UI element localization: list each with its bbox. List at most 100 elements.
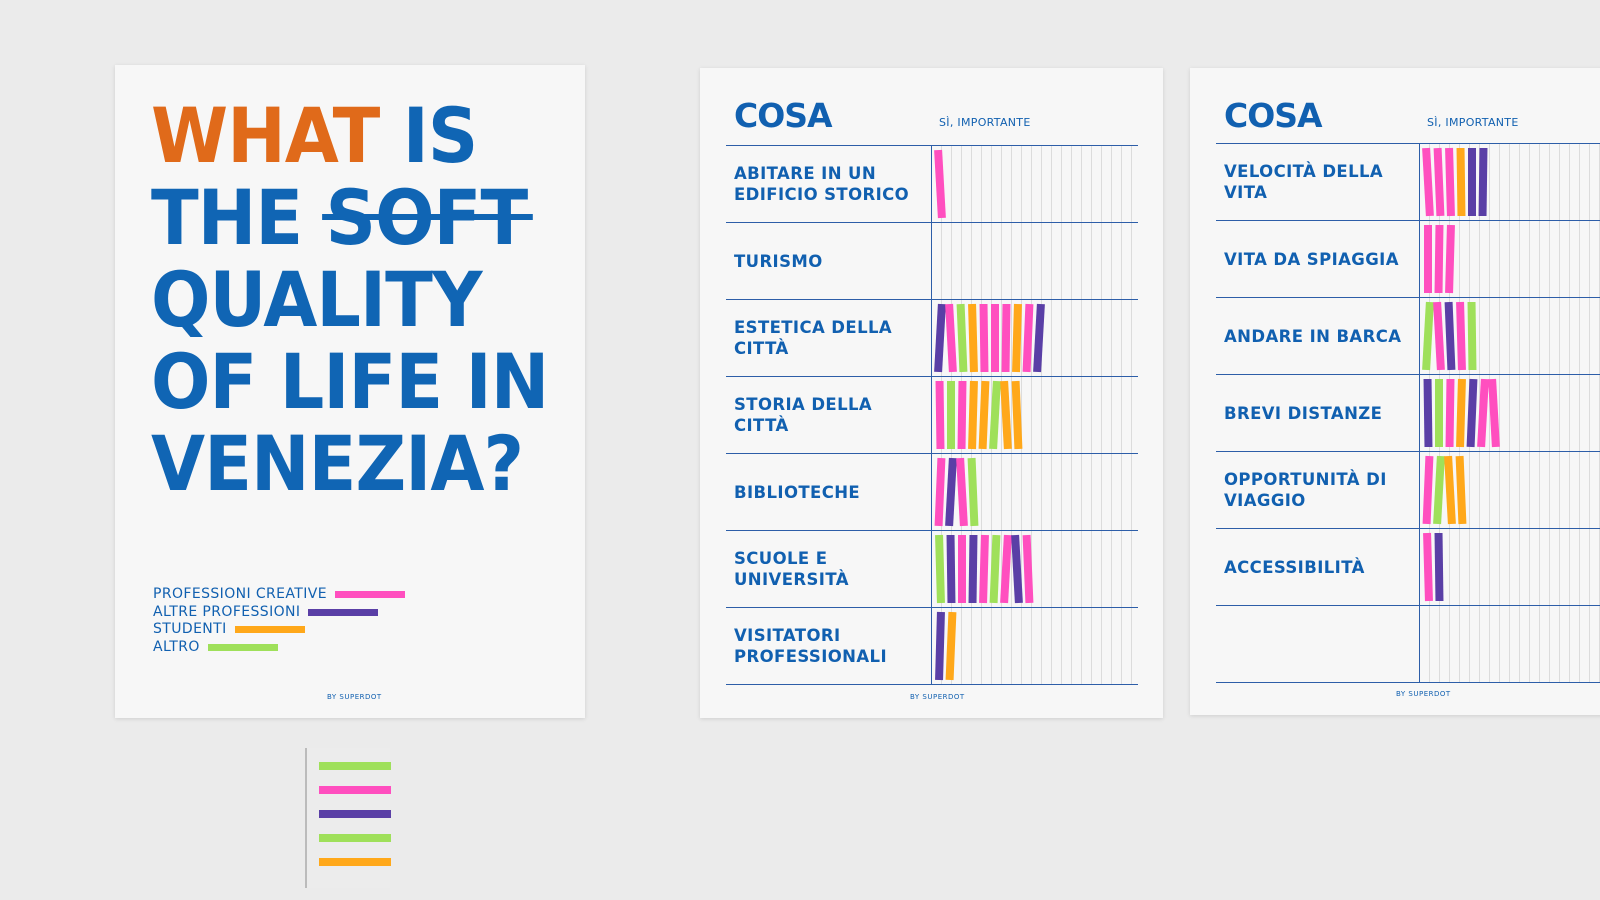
vote-sticker (1444, 455, 1456, 525)
sticker-strip[interactable] (319, 858, 391, 866)
sticker-strip[interactable] (319, 810, 391, 818)
vote-sticker (957, 380, 967, 450)
vote-row: ABITARE IN UN EDIFICIO STORICO (726, 146, 1138, 223)
title-is: IS (402, 91, 478, 180)
vote-area[interactable] (932, 223, 1138, 299)
vote-area[interactable] (932, 300, 1138, 376)
vote-sticker (968, 380, 978, 450)
poster-cosa-2: COSA SÌ, IMPORTANTE VELOCITÀ DELLA VITA V… (1190, 68, 1600, 715)
legend-label: STUDENTI (153, 621, 227, 637)
sticker-strip[interactable] (319, 834, 391, 842)
vote-sticker (1455, 455, 1467, 525)
vote-row: BIBLIOTECHE (726, 454, 1138, 531)
poster-heading: COSA (734, 96, 833, 135)
title-line-3: QUALITY (151, 255, 483, 344)
vote-row: VITA DA SPIAGGIA (1216, 221, 1600, 298)
vote-area[interactable] (1420, 221, 1600, 297)
title-the: THE (151, 173, 303, 262)
vote-area[interactable] (932, 454, 1138, 530)
vote-row: VISITATORI PROFESSIONALI (726, 608, 1138, 685)
vote-sticker (1468, 148, 1476, 216)
row-label: ANDARE IN BARCA (1216, 298, 1420, 374)
vote-area[interactable] (1420, 606, 1600, 682)
row-label (1216, 606, 1420, 682)
vote-sticker (968, 534, 978, 604)
row-label: BREVI DISTANZE (1216, 375, 1420, 451)
legend-item: STUDENTI (153, 621, 405, 639)
vote-area[interactable] (932, 608, 1138, 684)
vote-row: STORIA DELLA CITTÀ (726, 377, 1138, 454)
vote-sticker (1422, 455, 1434, 525)
vote-sticker (1433, 455, 1445, 525)
vote-row: VELOCITÀ DELLA VITA (1216, 144, 1600, 221)
vote-sticker (935, 380, 945, 450)
vote-sticker (935, 611, 945, 681)
vote-sticker (1011, 534, 1023, 604)
vote-grid: VELOCITÀ DELLA VITA VITA DA SPIAGGIA ANDAR… (1216, 143, 1600, 683)
row-label: ACCESSIBILITÀ (1216, 529, 1420, 605)
row-label: BIBLIOTECHE (726, 454, 932, 530)
vote-sticker (1488, 378, 1500, 448)
credit: BY SUPERDOT (1396, 690, 1451, 698)
vote-sticker (1022, 534, 1034, 604)
title-soft-struck: SOFT (325, 173, 529, 262)
legend-item: PROFESSIONI CREATIVE (153, 586, 406, 604)
row-label: ABITARE IN UN EDIFICIO STORICO (726, 146, 932, 222)
vote-sticker (1445, 224, 1455, 294)
vote-row: TURISMO (726, 223, 1138, 300)
vote-sticker (1435, 379, 1443, 447)
row-label: ESTETICA DELLA CITTÀ (726, 300, 932, 376)
vote-sticker (1423, 532, 1433, 602)
vote-row: SCUOLE E UNIVERSITÀ (726, 531, 1138, 608)
vote-area[interactable] (1420, 452, 1600, 528)
title-line-4: OF LIFE IN (151, 337, 549, 426)
sticker-strip[interactable] (319, 762, 391, 770)
vote-row: BREVI DISTANZE (1216, 375, 1600, 452)
vote-sticker (991, 304, 999, 372)
legend-label: PROFESSIONI CREATIVE (153, 586, 328, 602)
column-header: SÌ, IMPORTANTE (939, 116, 1031, 129)
vote-area[interactable] (932, 377, 1138, 453)
vote-sticker (956, 457, 968, 527)
vote-sticker (979, 534, 989, 604)
legend: PROFESSIONI CREATIVE ALTRE PROFESSIONI STU… (153, 586, 406, 656)
row-label: TURISMO (726, 223, 932, 299)
sticker-strip[interactable] (319, 786, 391, 794)
vote-sticker (1445, 147, 1455, 217)
vote-sticker (934, 457, 946, 527)
row-label: VISITATORI PROFESSIONALI (726, 608, 932, 684)
row-label: OPPORTUNITÀ DI VIAGGIO (1216, 452, 1420, 528)
legend-item: ALTRE PROFESSIONI (153, 604, 405, 622)
row-label: VELOCITÀ DELLA VITA (1216, 144, 1420, 220)
vote-row: ANDARE IN BARCA (1216, 298, 1600, 375)
vote-sticker (945, 303, 957, 373)
vote-area[interactable] (1420, 144, 1600, 220)
vote-area[interactable] (932, 146, 1138, 222)
vote-sticker (1434, 532, 1444, 602)
credit: BY SUPERDOT (327, 693, 382, 701)
vote-row: ESTETICA DELLA CITTÀ (726, 300, 1138, 377)
vote-sticker (967, 457, 979, 527)
vote-sticker (1033, 303, 1045, 373)
vote-row: OPPORTUNITÀ DI VIAGGIO (1216, 452, 1600, 529)
vote-sticker (945, 611, 957, 681)
vote-area[interactable] (1420, 298, 1600, 374)
vote-sticker (1467, 301, 1477, 371)
poster-heading: COSA (1224, 96, 1323, 135)
legend-swatch (308, 608, 379, 616)
vote-area[interactable] (932, 531, 1138, 607)
vote-area[interactable] (1420, 375, 1600, 451)
vote-sticker (1423, 378, 1433, 448)
title-what: WHAT (151, 91, 380, 180)
poster-title: WHAT IS THE SOFT QUALITY OF LIFE IN VENE… (151, 95, 549, 505)
row-label: VITA DA SPIAGGIA (1216, 221, 1420, 297)
vote-area[interactable] (1420, 529, 1600, 605)
vote-sticker (945, 457, 957, 527)
vote-sticker (1434, 224, 1444, 294)
vote-sticker (1456, 301, 1466, 371)
vote-sticker (947, 381, 955, 449)
vote-sticker (934, 303, 946, 373)
vote-sticker (1424, 225, 1432, 293)
vote-sticker (1422, 147, 1434, 217)
poster-question: WHAT IS THE SOFT QUALITY OF LIFE IN VENE… (115, 65, 585, 718)
